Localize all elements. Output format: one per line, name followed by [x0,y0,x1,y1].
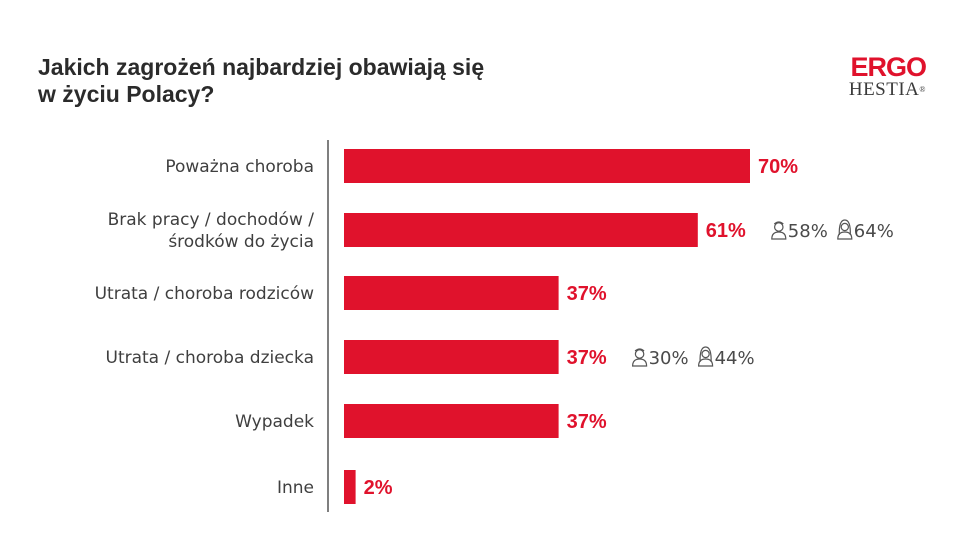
value-label: 37% [567,283,607,305]
bar [344,470,356,504]
logo-hestia-text: HESTIA [848,79,920,100]
women-percentage: 44% [715,348,755,369]
men-percentage: 58% [788,221,828,242]
value-label: 61% [706,220,746,242]
bar [344,340,559,374]
category-label: środków do życia [168,232,314,252]
ergo-hestia-logo: ERGO HESTIA® [816,52,927,100]
women-percentage: 64% [854,221,894,242]
woman-icon [697,346,714,367]
logo-registered-mark: ® [919,85,926,94]
man-icon [631,348,648,367]
value-label: 37% [567,411,607,433]
bar [344,276,559,310]
men-percentage: 30% [649,348,689,369]
bar [344,149,750,183]
chart-title: Jakich zagrożeń najbardziej obawiają się… [38,54,485,107]
category-label: Inne [277,478,314,498]
category-label: Utrata / choroba rodziców [95,284,314,304]
bar [344,213,698,247]
value-label: 70% [758,156,798,178]
category-label: Utrata / choroba dziecka [106,348,315,368]
logo-hestia: HESTIA® [816,80,926,100]
logo-ergo: ERGO [850,52,927,82]
value-label: 37% [567,347,607,369]
category-label: Brak pracy / dochodów / [108,210,315,230]
category-label: Wypadek [235,412,314,432]
woman-icon [837,219,853,240]
bar [344,404,559,438]
value-label: 2% [364,477,393,499]
man-icon [771,221,787,240]
category-label: Poważna choroba [165,157,314,177]
